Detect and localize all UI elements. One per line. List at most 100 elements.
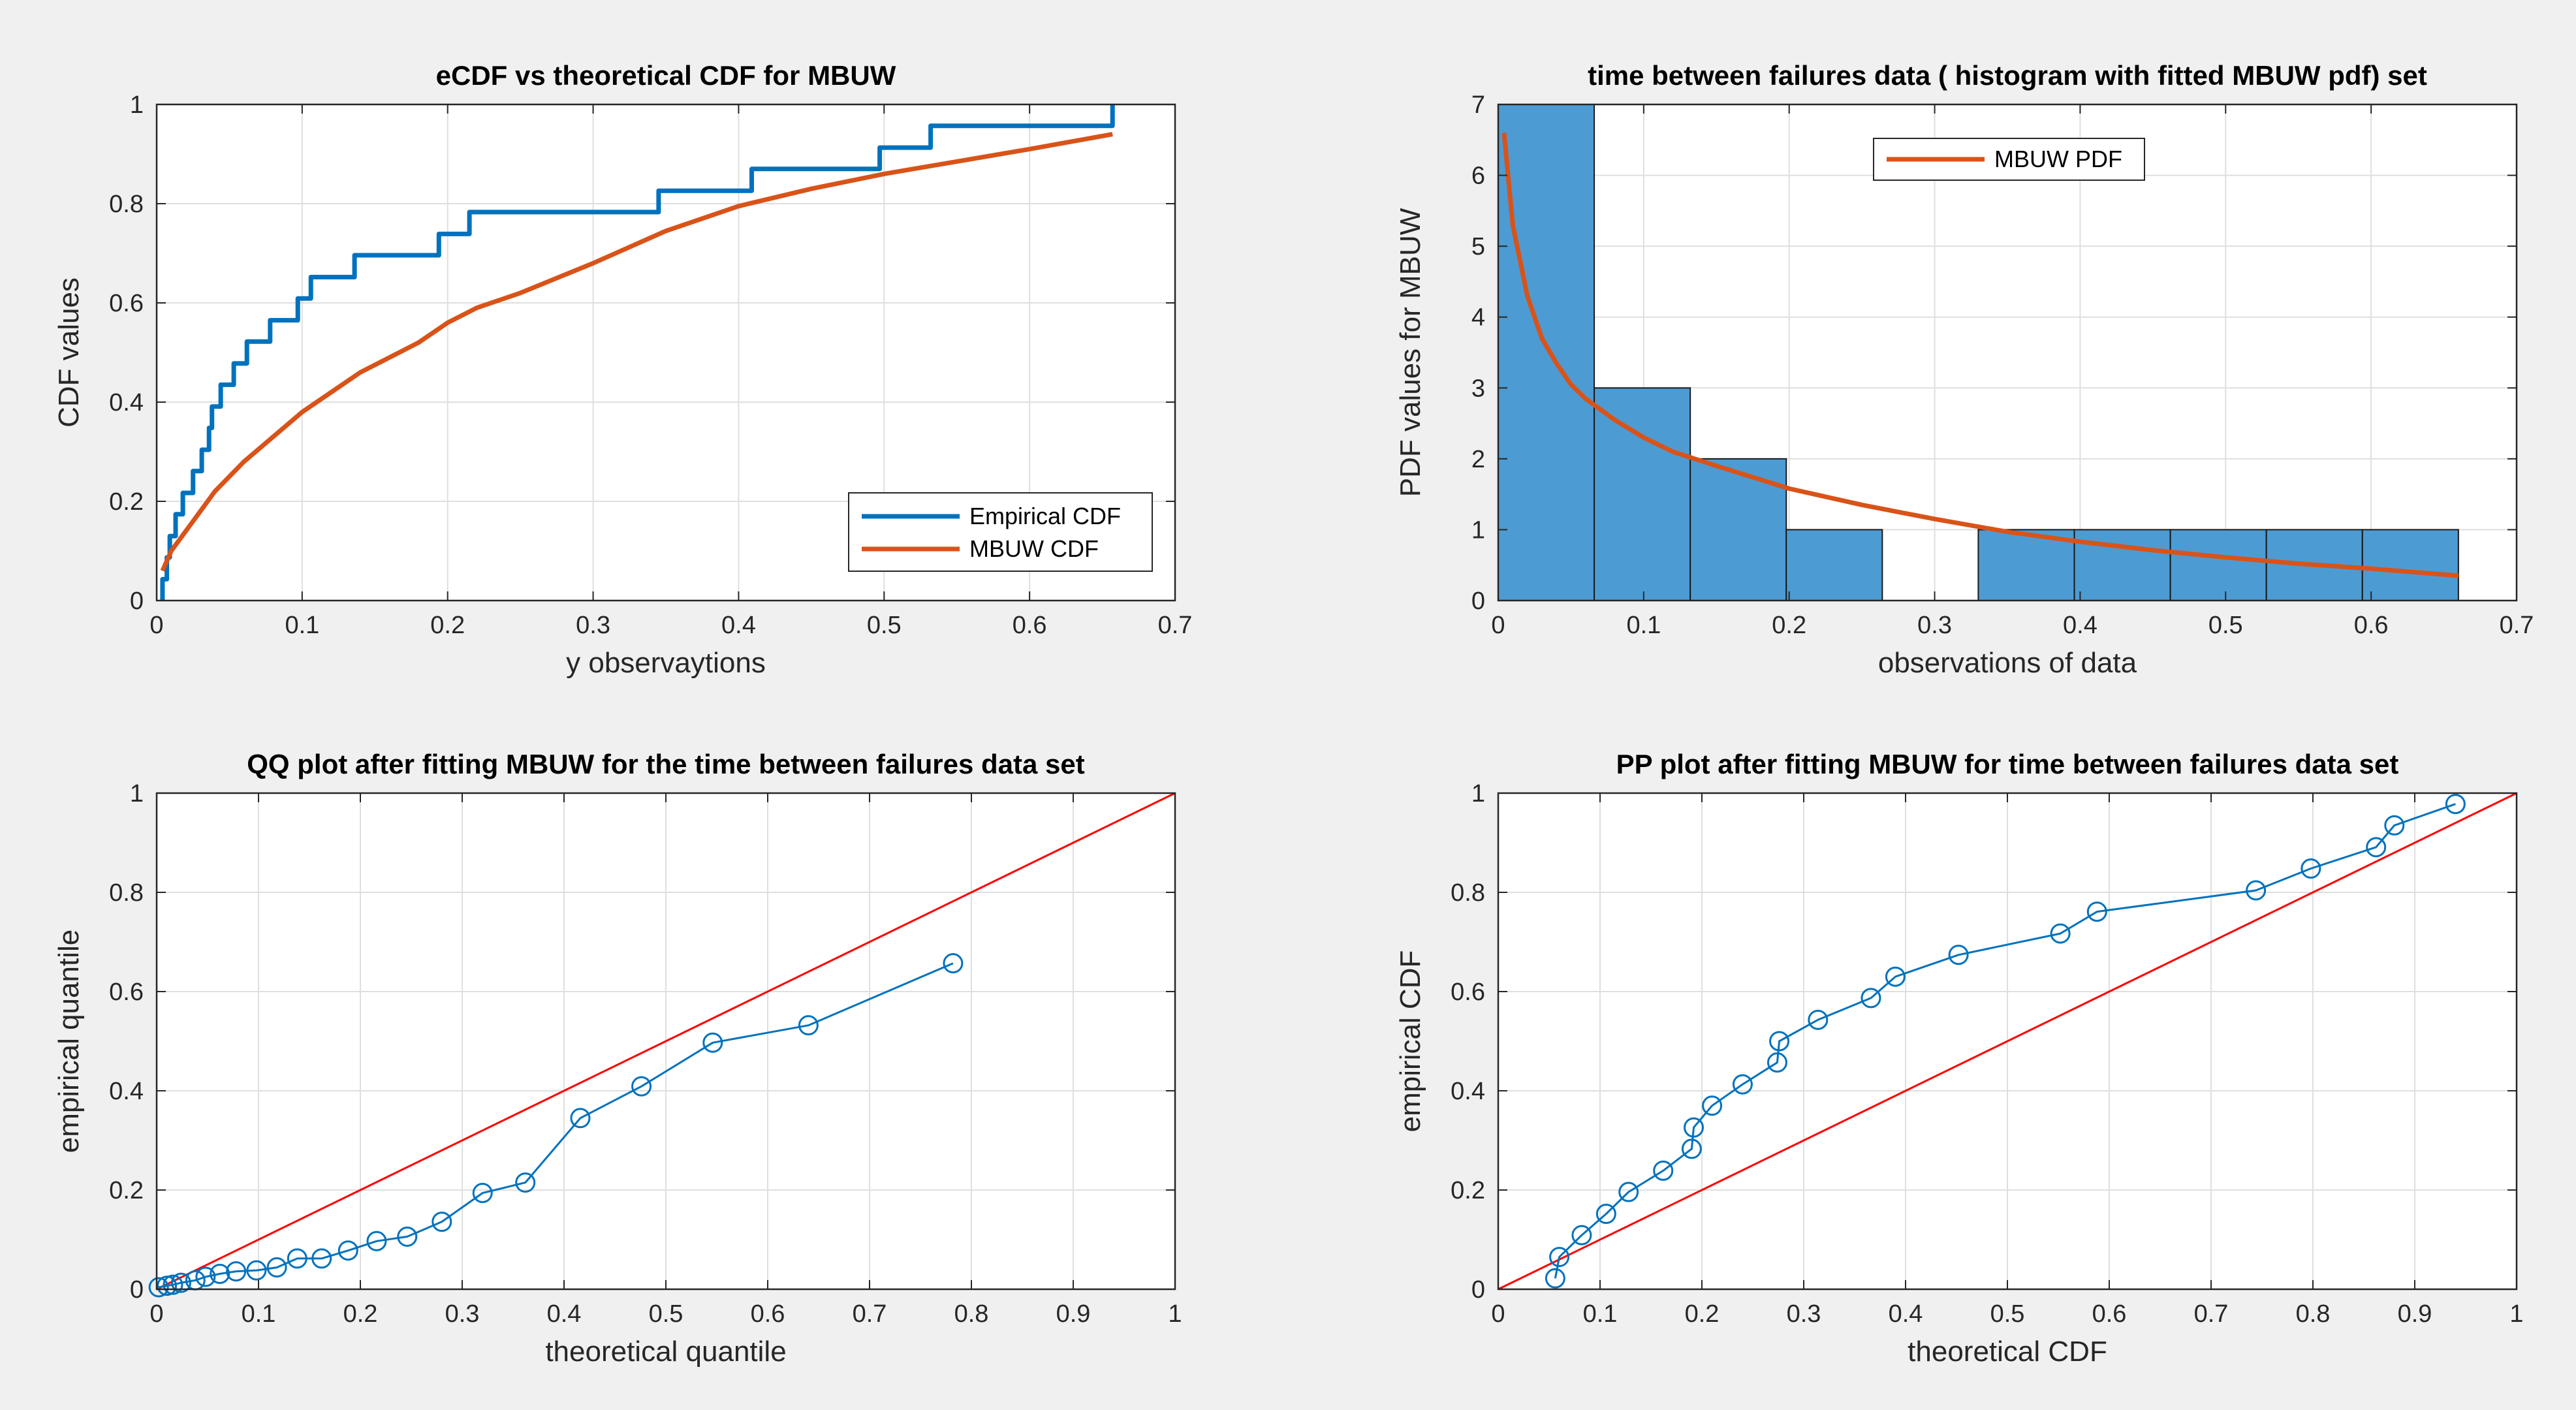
x-tick-label: 0.1	[285, 612, 319, 639]
x-tick-label: 0.3	[1787, 1300, 1821, 1328]
x-tick-label: 0.6	[2354, 612, 2389, 639]
x-tick-label: 0.4	[547, 1300, 582, 1328]
data-point-marker	[195, 1266, 216, 1287]
y-tick-label: 0.4	[1451, 1078, 1485, 1105]
x-tick-label: 0.6	[1013, 612, 1047, 639]
data-point-marker	[1618, 1182, 1639, 1202]
x-tick-label: 0.2	[430, 612, 465, 639]
x-tick-label: 0.1	[242, 1300, 276, 1328]
legend-entry-label: MBUW PDF	[1994, 146, 2122, 172]
data-point-marker	[1545, 1268, 1565, 1289]
x-tick-label: 0.9	[2398, 1300, 2432, 1328]
data-point-marker	[1767, 1052, 1787, 1073]
x-tick-label: 0.2	[1772, 612, 1806, 639]
histogram-bar	[1977, 529, 2075, 602]
x-tick-label: 0.4	[721, 612, 756, 639]
x-tick-label: 1	[2509, 1300, 2523, 1328]
x-tick-label: 0.6	[751, 1300, 785, 1328]
data-point-marker	[1653, 1160, 1674, 1181]
data-point-marker	[2301, 858, 2321, 879]
y-tick-label: 0.8	[109, 879, 144, 907]
y-tick-label: 1	[130, 91, 144, 119]
x-tick-label: 0.1	[1583, 1300, 1618, 1328]
data-point-marker	[226, 1261, 247, 1282]
x-tick-label: 0.8	[954, 1300, 989, 1328]
data-point-marker	[148, 1277, 169, 1298]
pp-plot-subplot: 0 0.1 0.2 0.3 0.4 0.5 0.6 0.7 0.8 0.9 1 0 0.2 0.4 0.6 0…	[1394, 749, 2524, 1368]
histogram-bar	[2169, 529, 2267, 602]
data-point-marker	[1684, 1117, 1704, 1138]
x-tick-label: 0.5	[649, 1300, 683, 1328]
axes-box	[1497, 103, 2518, 602]
x-tick-label: 0.4	[2063, 612, 2097, 639]
data-point-marker	[1808, 1009, 1829, 1030]
histogram-bar	[1689, 458, 1787, 601]
x-tick-label: 0.2	[343, 1300, 378, 1328]
chart-title: PP plot after fitting MBUW for time betw…	[1616, 749, 2399, 779]
y-axis-label: PDF values for MBUW	[1394, 208, 1426, 497]
reference-line-line	[1498, 792, 2517, 1291]
data-point-marker	[210, 1263, 230, 1284]
data-point-marker	[311, 1248, 332, 1269]
x-tick-label: 0.7	[2194, 1300, 2229, 1328]
x-tick-label: 0.7	[2500, 612, 2534, 639]
y-tick-label: 0	[1471, 1276, 1485, 1304]
x-axis-label: y observaytions	[566, 647, 766, 679]
data-point-marker	[2366, 837, 2387, 858]
y-tick-label: 0.6	[109, 290, 144, 317]
histogram-bar	[2073, 529, 2171, 602]
data-point-marker	[702, 1032, 723, 1053]
x-tick-label: 0.7	[853, 1300, 887, 1328]
data-point-marker	[1861, 988, 1881, 1009]
data-point-marker	[2445, 794, 2466, 815]
y-tick-label: 0	[1471, 588, 1485, 615]
chart-title: time between failures data ( histogram w…	[1588, 60, 2427, 91]
x-tick-label: 0	[1491, 612, 1505, 639]
x-tick-label: 0.5	[2208, 612, 2243, 639]
data-point-marker	[2086, 901, 2107, 922]
x-axis-label: theoretical CDF	[1908, 1336, 2107, 1368]
histogram-bar	[2361, 529, 2459, 602]
ecdf-subplot: 0 0.1 0.2 0.3 0.4 0.5 0.6 0.7 0 0.2 0.4 0.6 0.8 1 eCDF…	[53, 60, 1192, 679]
x-tick-label: 0.8	[2296, 1300, 2331, 1328]
data-point-marker	[1549, 1247, 1570, 1268]
y-tick-label: 7	[1471, 91, 1485, 119]
x-tick-label: 0.5	[867, 612, 902, 639]
y-tick-label: 0	[130, 1276, 144, 1304]
data-point-marker	[170, 1272, 191, 1293]
chart-title: eCDF vs theoretical CDF for MBUW	[436, 60, 896, 91]
x-tick-label: 0.1	[1626, 612, 1661, 639]
y-tick-label: 0.8	[109, 191, 144, 218]
x-tick-label: 0.3	[1917, 612, 1952, 639]
reference-line-line	[156, 792, 1176, 1291]
data-point-marker	[1732, 1074, 1753, 1095]
x-tick-label: 0.3	[576, 612, 610, 639]
x-tick-label: 0.4	[1889, 1300, 1923, 1328]
histogram-bar	[1785, 529, 1883, 602]
data-point-marker	[798, 1015, 819, 1036]
data-point-marker	[2050, 923, 2071, 944]
x-tick-label: 0.3	[445, 1300, 480, 1328]
legend: MBUW PDF	[1873, 138, 2145, 181]
histogram-bar	[1594, 387, 1691, 601]
x-tick-label: 0.6	[2092, 1300, 2127, 1328]
data-point-marker	[338, 1240, 358, 1261]
y-tick-label: 6	[1471, 163, 1485, 190]
y-tick-label: 5	[1471, 233, 1485, 260]
y-tick-label: 3	[1471, 375, 1485, 402]
legend-entry-label: MBUW CDF	[969, 535, 1099, 562]
data-point-marker	[266, 1257, 287, 1278]
data-point-marker	[515, 1172, 536, 1193]
data-point-marker	[943, 953, 964, 974]
qq-plot-subplot: 0 0.1 0.2 0.3 0.4 0.5 0.6 0.7 0.8 0.9 1 0 0.2 0.4 0.6 0…	[53, 749, 1182, 1368]
x-axis-label: theoretical quantile	[545, 1336, 786, 1368]
mbuw-pdf-line	[1501, 133, 2459, 578]
x-tick-label: 0.9	[1056, 1300, 1091, 1328]
x-tick-label: 0	[1491, 1300, 1505, 1328]
empirical-cdf-line	[160, 104, 1115, 601]
y-tick-label: 0	[130, 588, 144, 615]
data-point-marker	[397, 1226, 418, 1247]
y-tick-label: 2	[1471, 446, 1485, 473]
data-point-marker	[1885, 966, 1906, 987]
